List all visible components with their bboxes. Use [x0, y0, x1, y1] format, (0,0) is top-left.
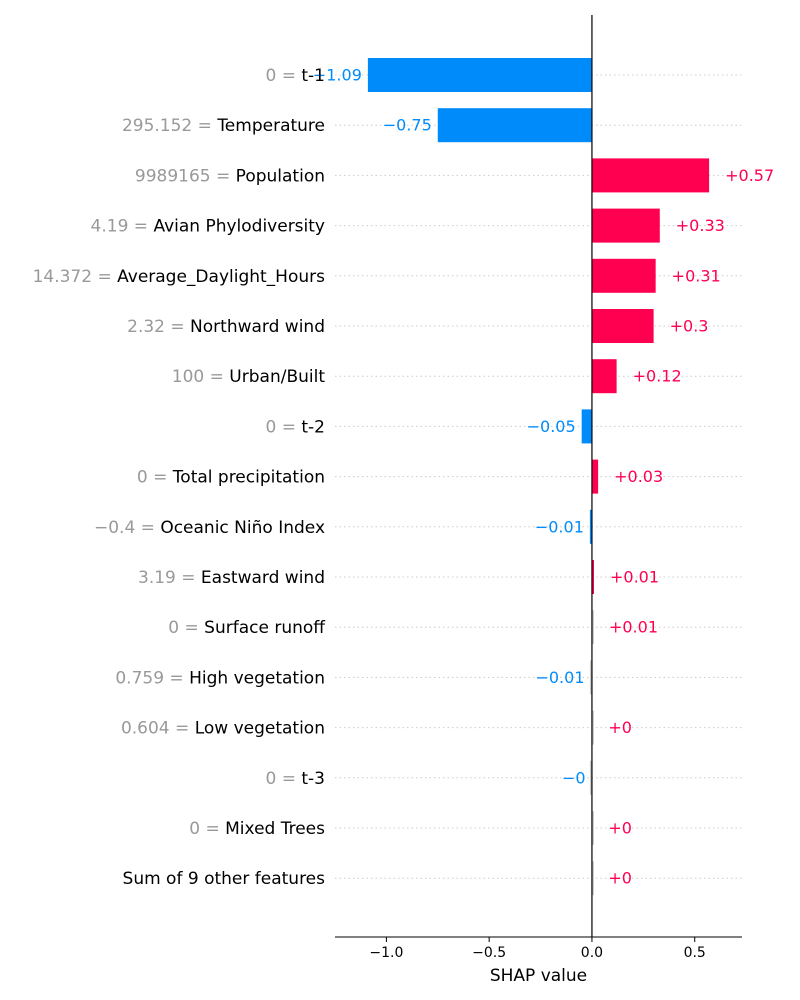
feature-value: 0.604 =	[121, 719, 195, 739]
shap-bar	[591, 359, 617, 394]
bar-value-label: −0.01	[535, 517, 584, 536]
bar-value-label: +0.33	[676, 216, 725, 235]
feature-label: −0.4 = Oceanic Niño Index	[94, 518, 325, 538]
feature-label: 0 = t-2	[266, 417, 326, 437]
x-tick-label: −1.0	[369, 945, 403, 961]
bar-value-label: −1.09	[313, 66, 362, 85]
shap-bar	[591, 158, 710, 193]
feature-label: 2.32 = Northward wind	[127, 317, 325, 337]
feature-name: t-1	[301, 66, 325, 86]
x-axis: −1.0 −0.5 0.0 0.5	[335, 936, 742, 961]
feature-label: 3.19 = Eastward wind	[138, 568, 325, 588]
shap-bar	[591, 560, 594, 594]
feature-name: t-2	[301, 417, 325, 437]
feature-label: Sum of 9 other features	[123, 869, 326, 889]
shap-bar	[591, 610, 594, 645]
feature-label: 0 = Mixed Trees	[189, 819, 325, 839]
bar-value-label: −0.75	[383, 116, 432, 135]
feature-value: 2.32 =	[127, 317, 190, 337]
feature-label: 0 = t-3	[266, 769, 326, 789]
feature-label: 4.19 = Avian Phylodiversity	[91, 217, 325, 237]
feature-name: Urban/Built	[229, 367, 325, 387]
bar-value-label: −0.01	[535, 668, 584, 687]
feature-name: High vegetation	[189, 668, 325, 688]
feature-label: 100 = Urban/Built	[172, 367, 326, 387]
feature-name: Sum of 9 other features	[123, 869, 326, 889]
row-guides	[335, 74, 742, 879]
feature-label: 0.759 = High vegetation	[115, 668, 325, 688]
feature-value: 0 =	[168, 618, 204, 638]
bar-value-label: +0	[608, 869, 632, 888]
x-axis-label: SHAP value	[490, 966, 587, 986]
bar-value-label: +0	[608, 718, 632, 737]
shap-bar	[437, 108, 592, 143]
shap-bar	[589, 760, 592, 795]
feature-value: 0 =	[266, 417, 302, 437]
bar-value-label: +0.03	[614, 467, 663, 486]
feature-name: Low vegetation	[195, 719, 325, 739]
bar-value-label: +0.01	[610, 568, 659, 587]
feature-name: Oceanic Niño Index	[160, 518, 325, 538]
bar-value-label: −0	[562, 768, 586, 787]
feature-name: Temperature	[216, 116, 325, 136]
feature-name: Average_Daylight_Hours	[117, 267, 325, 287]
feature-value: 4.19 =	[91, 217, 154, 237]
shap-bar	[367, 58, 592, 92]
feature-value: 0 =	[266, 66, 302, 86]
feature-value: 9989165 =	[135, 166, 236, 186]
x-tick-label: −0.5	[472, 945, 506, 961]
feature-name: Avian Phylodiversity	[153, 217, 325, 237]
feature-value: 100 =	[172, 367, 230, 387]
shap-bar	[589, 660, 592, 695]
feature-value: 0 =	[266, 769, 302, 789]
x-tick-label: 0.0	[581, 945, 603, 961]
feature-name: t-3	[301, 769, 325, 789]
feature-name: Population	[236, 166, 325, 186]
feature-value: 295.152 =	[122, 116, 217, 136]
shap-bar	[591, 459, 599, 494]
feature-label: 0 = Total precipitation	[137, 468, 325, 488]
feature-name: Total precipitation	[172, 468, 325, 488]
shap-bar	[581, 409, 592, 444]
shap-bar	[591, 811, 594, 845]
bar-value-label: +0.12	[633, 367, 682, 386]
feature-label: 9989165 = Population	[135, 166, 325, 186]
bar-value-labels: −1.09 −0.75 +0.57 +0.33 +0.31 +0.3 +0.12 −0.05 +…	[313, 66, 774, 888]
shap-bar	[591, 258, 656, 293]
bars	[367, 58, 710, 896]
feature-value: 0 =	[137, 468, 173, 488]
feature-value: 14.372 =	[33, 267, 118, 287]
feature-label: 0.604 = Low vegetation	[121, 719, 325, 739]
feature-value: 0.759 =	[115, 668, 189, 688]
bar-value-label: −0.05	[527, 417, 576, 436]
x-tick-label: 0.5	[684, 945, 706, 961]
feature-name: Mixed Trees	[225, 819, 325, 839]
feature-name: Northward wind	[190, 317, 325, 337]
shap-bar	[591, 861, 594, 896]
bar-value-label: +0.01	[609, 618, 658, 637]
bar-value-label: +0.31	[672, 266, 721, 285]
shap-bar	[591, 309, 654, 343]
feature-label: 0 = Surface runoff	[168, 618, 326, 638]
bar-value-label: +0.3	[670, 317, 709, 336]
feature-name: Eastward wind	[201, 568, 325, 588]
shap-bar	[589, 509, 592, 544]
feature-label: 295.152 = Temperature	[122, 116, 325, 136]
feature-name: Surface runoff	[204, 618, 326, 638]
shap-bar	[591, 208, 660, 243]
bar-value-label: +0	[608, 819, 632, 838]
feature-value: 3.19 =	[138, 568, 201, 588]
feature-labels: 0 = t-1 295.152 = Temperature 9989165 = Po…	[33, 66, 327, 889]
feature-value: −0.4 =	[94, 518, 160, 538]
feature-value: 0 =	[189, 819, 225, 839]
shap-bar	[591, 710, 594, 745]
feature-label: 14.372 = Average_Daylight_Hours	[33, 267, 326, 287]
bar-value-label: +0.57	[725, 166, 774, 185]
feature-label: 0 = t-1	[266, 66, 326, 86]
